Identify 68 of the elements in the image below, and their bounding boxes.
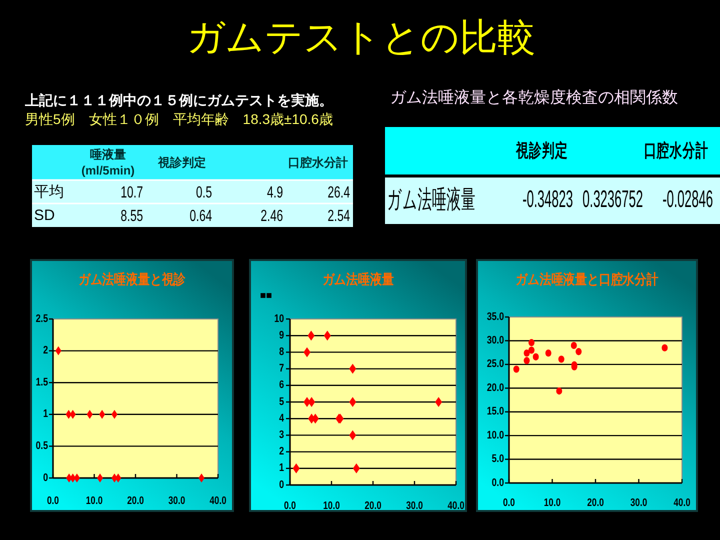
column-header: 唾液量	[90, 148, 126, 162]
title: ガム法唾液量と口腔水分計	[516, 270, 658, 288]
y-tick-label: 9	[279, 330, 284, 342]
title: ガムテストとの比較	[186, 17, 536, 59]
y-tick-label: 0	[43, 472, 48, 484]
x-tick-label: 30.0	[168, 494, 186, 508]
y-tick-label: 25.0	[486, 358, 504, 370]
cell-label: 26.4	[328, 182, 350, 201]
y-tick-label: 10.0	[486, 430, 504, 442]
x-tick-label: 30.0	[406, 500, 423, 512]
annotation: 男性5例 女性１０例 平均年齢 18.3歳±10.6歳	[25, 111, 333, 127]
y-tick-label: 1	[279, 462, 284, 474]
x-tick-label: 30.0	[630, 496, 648, 510]
x-tick-label: 40.0	[210, 494, 226, 508]
title: ガム法唾液量	[322, 270, 394, 288]
row-label: 平均	[34, 183, 64, 200]
y-tick-label: 8	[279, 346, 284, 358]
cell-label: 2.54	[328, 206, 350, 224]
x-tick-label: 20.0	[364, 500, 382, 512]
x-tick-label: 40.0	[674, 496, 690, 510]
cell-label: -0.02846	[662, 186, 713, 214]
x-tick-label: 10.0	[544, 496, 561, 510]
y-tick-label: 7	[279, 362, 284, 375]
x-tick-label: 0.0	[47, 494, 59, 508]
row-label: SD	[34, 206, 55, 224]
y-axis-title: ■■	[260, 290, 272, 302]
x-tick-label: 20.0	[127, 494, 144, 508]
column-header: 口腔水分計	[644, 142, 708, 162]
cell-label: -0.34823	[522, 186, 573, 214]
y-tick-label: 5.0	[492, 453, 504, 466]
y-tick-label: 20.0	[486, 382, 504, 394]
y-tick-label: 10	[274, 312, 284, 326]
cell-label: 0.3236752	[582, 186, 643, 214]
cell-label: 4.9	[267, 182, 283, 201]
row-label: ガム法唾液量	[387, 186, 476, 214]
column-header: 口腔水分計	[288, 156, 348, 170]
column-header: 視診判定	[516, 142, 568, 162]
cell-label: 10.7	[120, 182, 143, 201]
title: ガム法唾液量と各乾燥度検査の相関係数	[390, 90, 678, 106]
annotation: 上記に１１１例中の１５例にガムテストを実施。	[25, 92, 333, 108]
column-header: 視診判定	[158, 156, 206, 170]
y-tick-label: 1	[43, 408, 48, 420]
y-tick-label: 2	[43, 344, 48, 357]
x-tick-label: 10.0	[323, 500, 340, 512]
x-tick-label: 40.0	[448, 500, 464, 512]
cell-label: 8.55	[120, 206, 143, 224]
x-tick-label: 10.0	[86, 494, 103, 508]
cell-label: 2.46	[260, 206, 283, 224]
y-tick-label: 15.0	[486, 406, 504, 418]
y-tick-label: 4	[279, 412, 284, 425]
cell-label: 0.5	[196, 182, 212, 201]
y-tick-label: 30.0	[486, 334, 504, 347]
y-tick-label: 5	[279, 396, 284, 408]
title: ガム法唾液量と視診	[78, 270, 186, 288]
y-tick-label: 3	[279, 429, 284, 442]
x-tick-label: 0.0	[284, 500, 296, 512]
x-tick-label: 20.0	[587, 496, 604, 510]
cell-label: 0.64	[190, 206, 212, 224]
x-tick-label: 0.0	[503, 496, 515, 510]
y-tick-label: 0.0	[492, 476, 504, 490]
y-tick-label: 0.5	[36, 440, 48, 452]
y-tick-label: 0	[279, 478, 284, 492]
y-tick-label: 35.0	[486, 310, 504, 324]
y-tick-label: 1.5	[36, 376, 48, 389]
y-tick-label: 2	[279, 446, 284, 458]
y-tick-label: 2.5	[36, 312, 48, 326]
column-header: (ml/5min)	[81, 164, 135, 178]
y-tick-label: 6	[279, 379, 284, 392]
